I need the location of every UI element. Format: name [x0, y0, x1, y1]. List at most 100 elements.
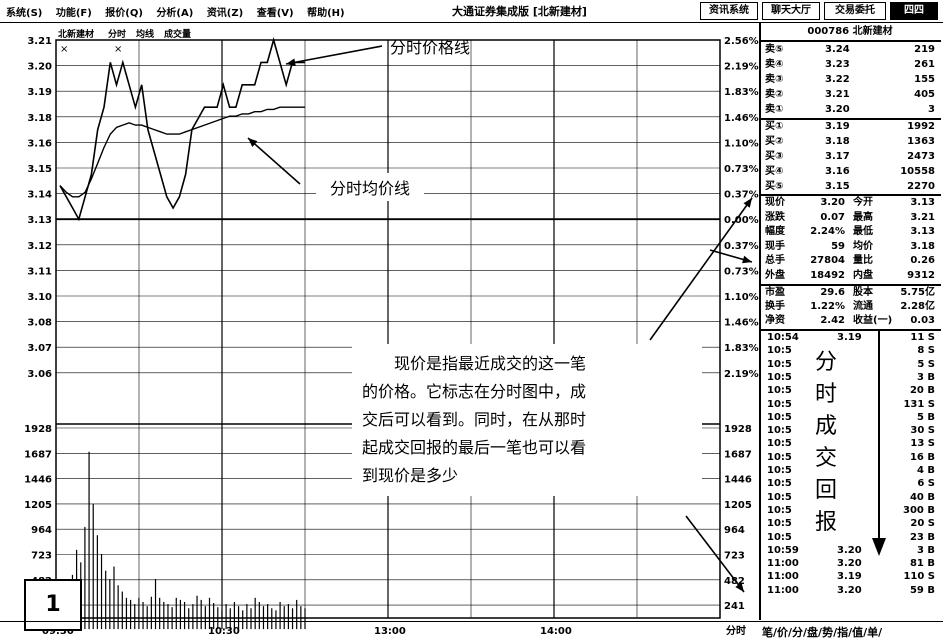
- pct-tick: 2.19%: [724, 369, 759, 380]
- tick-price: 3.19: [837, 571, 862, 583]
- tick-row: 10:5 20 S: [761, 517, 939, 531]
- latest-tick-arrow: [685, 515, 745, 593]
- price-tick: 3.08: [27, 318, 52, 329]
- bid-row: 买① 3.19 1992: [761, 120, 939, 134]
- price-lines: [59, 37, 305, 222]
- price-tick: 3.21: [27, 36, 52, 47]
- bid-label: 买①: [765, 121, 784, 132]
- quote-tabs[interactable]: 笔/价/分/盘/势/指/值/单/: [762, 626, 883, 639]
- axis-labels: 3.21 2.56% 3.20 2.19% 3.19 1.83% 3.18 1.46% 3.16…: [24, 28, 759, 637]
- vol-tick: 1205: [24, 500, 52, 511]
- ask-label: 卖⑤: [765, 44, 784, 55]
- tick-time: 10:5: [767, 438, 792, 450]
- tick-time: 10:5: [767, 411, 792, 423]
- tick-time: 10:5: [767, 425, 792, 437]
- tick-row: 10:5 20 B: [761, 384, 939, 398]
- tick-price: 3.19: [837, 332, 862, 343]
- price-tick: 3.06: [27, 369, 52, 380]
- ask-price: 3.20: [825, 104, 850, 115]
- volume-bars: [59, 451, 306, 630]
- stat-key: 流通: [853, 301, 873, 312]
- vol-tick: 723: [31, 551, 52, 562]
- info-system-button[interactable]: 资讯系统: [700, 2, 758, 20]
- tick-volume: 4 B: [916, 465, 935, 476]
- tick-row: 10:5 6 S: [761, 477, 939, 491]
- menu-function[interactable]: 功能(F): [55, 8, 92, 19]
- tick-time: 10:5: [767, 518, 792, 530]
- pct-arrow-head: [742, 255, 752, 264]
- stat-value: 3.20: [820, 197, 845, 208]
- pct-tick: 1.83%: [724, 343, 759, 354]
- vol-tick: 1928: [24, 424, 52, 435]
- divider: [761, 118, 941, 120]
- marker-x: ×: [60, 44, 68, 55]
- bid-price: 3.16: [825, 166, 850, 177]
- stat-value: 2.24%: [810, 226, 845, 237]
- tick-volume: 20 B: [909, 385, 935, 397]
- chart-header-stock: 北新建材: [58, 28, 94, 40]
- vol-tick-right: 1446: [724, 475, 752, 486]
- stat-key: 幅度: [765, 226, 785, 237]
- tick-time: 11:00: [767, 584, 799, 596]
- stat-row: 幅度 2.24% 最低 3.13: [761, 225, 939, 239]
- stat-value: 3.18: [910, 240, 935, 252]
- ask-label: 卖④: [765, 59, 784, 70]
- tick-row: 10:5 3 B: [761, 371, 939, 385]
- tick-time: 11:00: [767, 558, 799, 570]
- tick-row: 11:00 3.20 59 B: [761, 584, 939, 598]
- ask-price: 3.21: [825, 89, 850, 100]
- stat-value: 9312: [907, 269, 935, 281]
- price-tick: 3.11: [27, 266, 52, 277]
- menu-analysis[interactable]: 分析(A): [156, 8, 194, 19]
- price-tick: 3.07: [27, 343, 52, 354]
- tick-price: 3.20: [837, 558, 862, 570]
- ask-row: 卖① 3.20 3: [761, 103, 939, 117]
- ask-price: 3.24: [825, 44, 850, 55]
- bid-label: 买⑤: [765, 181, 784, 192]
- ask-label: 卖②: [765, 89, 784, 100]
- menu-view[interactable]: 查看(V): [256, 8, 294, 19]
- bid-row: 买③ 3.17 2473: [761, 150, 939, 164]
- pct-tick: 1.10%: [724, 138, 759, 149]
- price-tick: 3.10: [27, 292, 52, 303]
- ask-volume: 3: [928, 104, 935, 115]
- tick-annotation-char: 交: [815, 446, 838, 471]
- tick-row: 11:00 3.20 81 B: [761, 557, 939, 571]
- tick-time: 10:5: [767, 345, 792, 357]
- ask-price: 3.23: [825, 59, 850, 70]
- pct-tick: 2.56%: [724, 36, 759, 47]
- tick-annotation-char: 时: [815, 382, 838, 407]
- tick-volume: 40 B: [909, 491, 935, 503]
- pct-tick: 2.19%: [724, 62, 759, 73]
- window-controls-button[interactable]: 四四: [890, 2, 938, 20]
- pct-tick: 0.73%: [724, 164, 759, 175]
- current-price-arrow-head: [743, 198, 752, 208]
- chart-header-item: 分时: [108, 28, 126, 40]
- tick-annotation-char: 回: [815, 478, 838, 503]
- divider: [761, 329, 941, 331]
- menu-info[interactable]: 资讯(Z): [206, 8, 244, 19]
- stock-code-name: 000786 北新建材: [807, 26, 893, 37]
- vol-tick-right: 241: [724, 601, 745, 612]
- price-tick: 3.15: [27, 164, 52, 175]
- stat-value: 59: [831, 240, 845, 252]
- menu-help[interactable]: 帮助(H): [307, 8, 345, 19]
- vol-tick-right: 723: [724, 551, 745, 562]
- menu-system[interactable]: 系统(S): [6, 8, 43, 19]
- stat-key: 外盘: [765, 269, 785, 281]
- vol-tick-right: 964: [724, 525, 745, 536]
- time-label: 09:30: [42, 626, 74, 637]
- tick-price: 3.20: [837, 584, 862, 596]
- avg-line-arrow: [247, 137, 301, 185]
- price-tick: 3.20: [27, 62, 52, 73]
- trade-order-button[interactable]: 交易委托: [824, 2, 886, 20]
- tick-time: 10:5: [767, 504, 792, 516]
- bid-volume: 2473: [907, 151, 935, 162]
- bottom-bar: [0, 621, 943, 644]
- tick-volume: 3 B: [916, 371, 935, 383]
- divider: [761, 284, 941, 286]
- chat-hall-button[interactable]: 聊天大厅: [762, 2, 820, 20]
- stat-row: 涨跌 0.07 最高 3.21: [761, 211, 939, 225]
- menu-quote[interactable]: 报价(Q): [105, 8, 143, 19]
- tick-volume: 6 S: [917, 478, 935, 490]
